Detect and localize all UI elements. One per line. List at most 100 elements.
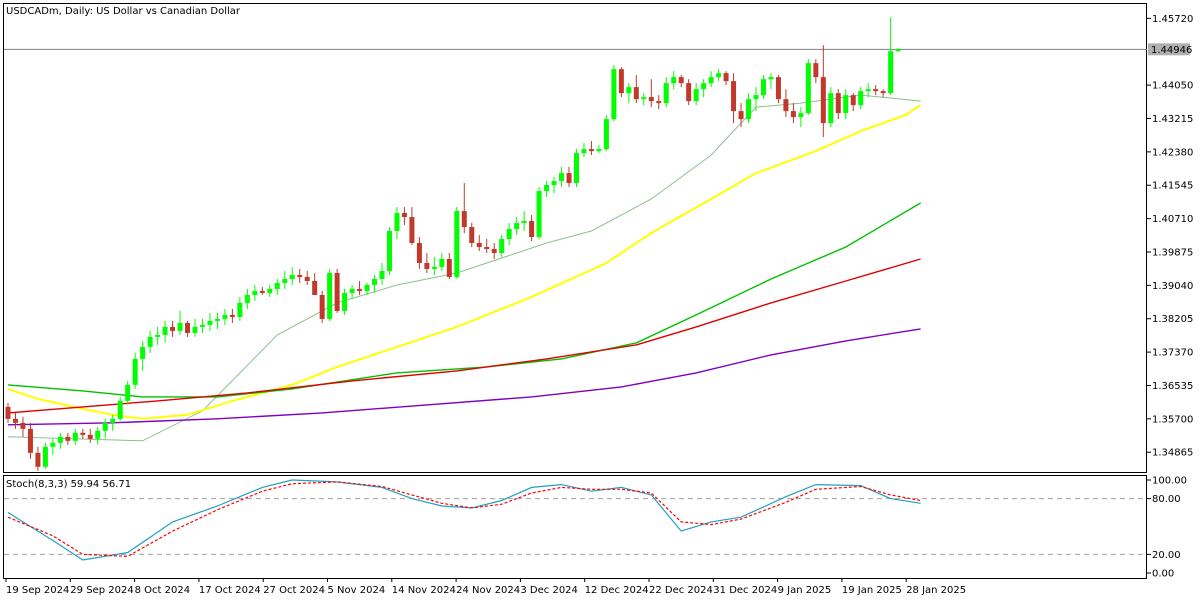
candle: [439, 252, 445, 271]
candle-body: [484, 246, 490, 249]
candle: [559, 167, 565, 188]
candle: [731, 73, 737, 124]
candle-body: [641, 97, 647, 100]
candle: [80, 428, 86, 439]
candle-body: [282, 278, 288, 283]
candle: [544, 181, 550, 198]
candle-body: [222, 314, 228, 319]
candle-body: [297, 274, 303, 277]
candle: [409, 207, 415, 245]
candle-body: [65, 436, 71, 441]
candle-body: [117, 400, 123, 419]
candle-body: [626, 87, 632, 94]
candle-body: [35, 452, 41, 467]
candle: [252, 284, 258, 301]
candle: [491, 242, 497, 259]
candle: [102, 418, 108, 439]
moving-average-purple: [7, 328, 921, 426]
candle: [162, 320, 168, 343]
candle: [50, 438, 56, 455]
candle-body: [252, 290, 258, 295]
candle-body: [850, 95, 856, 106]
candle-body: [551, 181, 557, 186]
candle: [723, 71, 729, 86]
candle: [259, 286, 265, 295]
candle-body: [132, 358, 138, 385]
stoch-title: Stoch(8,3,3) 59.94 56.71: [6, 479, 131, 490]
candle-body: [140, 346, 146, 359]
candle: [768, 73, 774, 90]
candle-body: [603, 119, 609, 150]
candle-body: [760, 79, 766, 96]
candle: [334, 268, 340, 313]
candle: [282, 270, 288, 289]
candle: [693, 83, 699, 106]
candle: [155, 326, 161, 345]
candle-body: [805, 63, 811, 114]
candle-body: [27, 428, 33, 453]
candle: [865, 83, 871, 98]
date-tick-label: 24 Nov 2024: [456, 585, 520, 596]
candle-body: [506, 229, 512, 239]
candle-body: [461, 211, 467, 228]
candle: [476, 235, 482, 251]
candle: [514, 217, 520, 236]
candle: [648, 79, 654, 108]
candle: [888, 17, 894, 96]
stoch-tick-label: 0.00: [1152, 569, 1174, 580]
candle: [828, 87, 834, 128]
candle: [566, 167, 572, 188]
moving-average-thin: [7, 94, 921, 442]
price-plot: [4, 17, 1147, 471]
candle-body: [379, 270, 385, 279]
candle: [529, 215, 535, 241]
candle: [27, 422, 33, 459]
candle: [820, 45, 826, 138]
candle-body: [678, 77, 684, 84]
candle-body: [199, 324, 205, 327]
candle-body: [267, 288, 273, 293]
candle: [147, 330, 153, 353]
candle-body: [596, 149, 602, 152]
candle-body: [648, 97, 654, 102]
candle-body: [663, 83, 669, 104]
candle: [626, 83, 632, 104]
date-tick-label: 19 Jan 2025: [842, 585, 902, 596]
candle-body: [573, 153, 579, 184]
candle-body: [536, 191, 542, 238]
candle: [446, 252, 452, 279]
candle: [461, 183, 467, 234]
price-tick-label: 1.37370: [1152, 348, 1193, 359]
candle: [858, 87, 864, 110]
candle-body: [738, 111, 744, 120]
candle-body: [214, 318, 220, 321]
stochastic-plot: [4, 479, 1147, 561]
stoch-tick-label: 20.00: [1152, 550, 1181, 561]
candle: [185, 320, 191, 337]
candle: [775, 75, 781, 104]
date-tick-label: 3 Dec 2024: [520, 585, 578, 596]
candle: [835, 89, 841, 120]
candle: [342, 288, 348, 315]
candle: [192, 318, 198, 337]
stoch-tick-label: 100.00: [1152, 476, 1187, 487]
date-tick-label: 5 Nov 2024: [328, 585, 386, 596]
candle: [42, 442, 48, 469]
candle: [760, 75, 766, 100]
candle-body: [783, 99, 789, 112]
candle-body: [693, 89, 699, 102]
candle-body: [581, 149, 587, 154]
candle-body: [439, 258, 445, 267]
candle-body: [858, 91, 864, 106]
candle: [304, 270, 310, 285]
candle-body: [386, 231, 392, 271]
date-tick-label: 27 Oct 2024: [263, 585, 325, 596]
candle-body: [50, 442, 56, 447]
candle-body: [424, 262, 430, 269]
candle: [738, 103, 744, 128]
candle: [603, 115, 609, 152]
candle: [327, 268, 333, 321]
candle-body: [409, 217, 415, 243]
candle-body: [529, 221, 535, 238]
